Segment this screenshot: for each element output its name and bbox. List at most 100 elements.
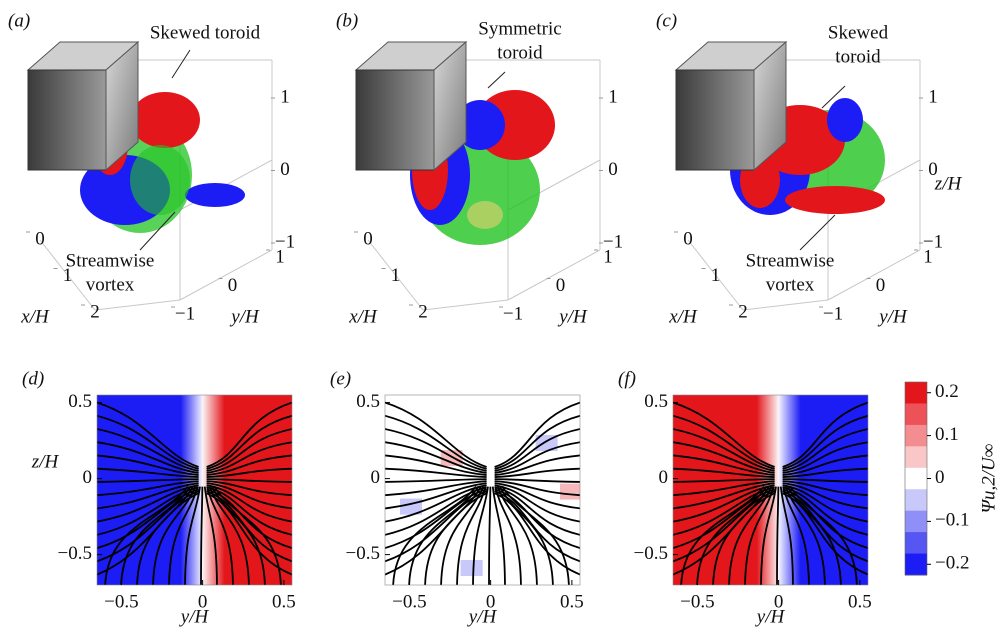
leader-line	[800, 215, 835, 250]
x-axis-label: x/H	[348, 306, 378, 327]
x-tick-label: 0	[35, 228, 45, 249]
x-axis-label: x/H	[668, 306, 698, 327]
patch	[461, 560, 483, 576]
z-tick-label: 1	[928, 86, 938, 107]
x-axis-label: y/H	[179, 606, 210, 627]
y-tick-label: −0.5	[634, 543, 668, 564]
z-tick-label: 0	[608, 159, 618, 180]
colorbar-band	[905, 468, 927, 490]
plot-area	[380, 395, 585, 590]
annotation: vortex	[86, 274, 135, 295]
x-tick-label: 1	[711, 265, 721, 286]
y-axis-label: y/H	[557, 306, 588, 327]
colorbar-tick-label: −0.2	[935, 553, 969, 574]
y-tick-label: 0	[83, 467, 93, 488]
panel-label: (d)	[22, 368, 44, 389]
x-tick-label: −0.5	[392, 591, 426, 612]
y-axis-label: y/H	[229, 306, 260, 327]
colorbar-tick-label: 0.2	[935, 381, 959, 402]
structure	[467, 201, 503, 229]
x-tick-label: 0	[683, 228, 693, 249]
colorbar-band	[905, 425, 927, 447]
y-tick-label: −1	[175, 303, 195, 324]
x-tick-label: 0.5	[560, 591, 584, 612]
colorbar-band	[905, 532, 927, 554]
panel-label: (b)	[336, 10, 358, 31]
colorbar-band	[905, 382, 927, 404]
cube-front	[676, 70, 754, 170]
x-tick-label: 0	[363, 228, 373, 249]
y-tick-label: 0	[659, 467, 669, 488]
plot-area	[668, 395, 873, 590]
panel-label: (a)	[8, 10, 30, 31]
x-axis-label: y/H	[467, 606, 498, 627]
z-tick-label: 1	[280, 86, 290, 107]
x-tick-label: 2	[418, 301, 428, 322]
figure: (a)012−101−101x/Hy/HSkewed toroidStreamw…	[0, 0, 1008, 632]
axis-line	[743, 300, 828, 310]
x-tick-label: 2	[90, 301, 100, 322]
y-axis-label: y/H	[877, 306, 908, 327]
structure	[185, 183, 245, 207]
annotation: Symmetric	[478, 18, 561, 39]
annotation: Skewed toroid	[150, 22, 261, 43]
y-tick-label: 0	[876, 275, 886, 296]
panel-label: (c)	[656, 10, 677, 31]
structure	[827, 98, 863, 142]
x-axis-label: y/H	[755, 606, 786, 627]
patch	[560, 484, 582, 500]
annotation: toroid	[835, 46, 881, 67]
z-tick-label: 1	[608, 86, 618, 107]
annotation: toroid	[497, 42, 543, 63]
z-tick-label: −1	[275, 231, 295, 252]
y-tick-label: 0	[556, 275, 566, 296]
axis-line	[508, 250, 600, 300]
y-tick-label: −1	[823, 303, 843, 324]
colorbar-band	[905, 554, 927, 576]
annotation: Skewed	[828, 22, 889, 43]
page: {"chart_data": [ {"type": "isosurface", …	[0, 0, 1008, 632]
y-tick-label: −1	[503, 303, 523, 324]
structure	[130, 92, 200, 148]
axis-line	[180, 250, 272, 300]
panel-label: (f)	[618, 368, 636, 389]
x-tick-label: 1	[391, 265, 401, 286]
y-tick-label: −0.5	[58, 543, 92, 564]
y-tick-label: 0	[228, 275, 238, 296]
cube-front	[28, 70, 106, 170]
z-tick-label: −1	[923, 231, 943, 252]
z-tick-label: −1	[603, 231, 623, 252]
y-tick-label: 0.5	[644, 391, 668, 412]
plot-area	[92, 395, 297, 590]
colorbar-tick-label: −0.1	[935, 510, 969, 531]
y-tick-label: 0.5	[68, 391, 92, 412]
x-tick-label: 0.5	[848, 591, 872, 612]
y-tick-label: −0.5	[346, 543, 380, 564]
cube-front	[356, 70, 434, 170]
axis-line	[828, 250, 920, 300]
colorbar-band	[905, 489, 927, 511]
z-tick-label: 0	[280, 159, 290, 180]
colorbar-band	[905, 511, 927, 533]
x-axis-label: x/H	[20, 306, 50, 327]
panel-label: (e)	[330, 368, 351, 389]
annotation: Streamwise	[66, 250, 155, 271]
annotation: vortex	[766, 274, 815, 295]
colorbar-tick-label: 0	[935, 467, 945, 488]
colorbar-tick-label: 0.1	[935, 424, 959, 445]
colorbar-label: Ψu,2/U∞	[978, 444, 999, 514]
structure	[130, 145, 190, 215]
axis-line	[423, 300, 508, 310]
z-axis-label: z/H	[934, 173, 963, 194]
structure	[785, 186, 885, 214]
axis-line	[95, 300, 180, 310]
x-tick-label: −0.5	[680, 591, 714, 612]
x-tick-label: 0.5	[272, 591, 296, 612]
colorbar-band	[905, 403, 927, 425]
annotation: Streamwise	[746, 250, 835, 271]
leader-line	[488, 72, 505, 88]
y-tick-label: 0.5	[356, 391, 380, 412]
x-tick-label: −0.5	[104, 591, 138, 612]
x-tick-label: 2	[738, 301, 748, 322]
y-tick-label: 0	[371, 467, 381, 488]
